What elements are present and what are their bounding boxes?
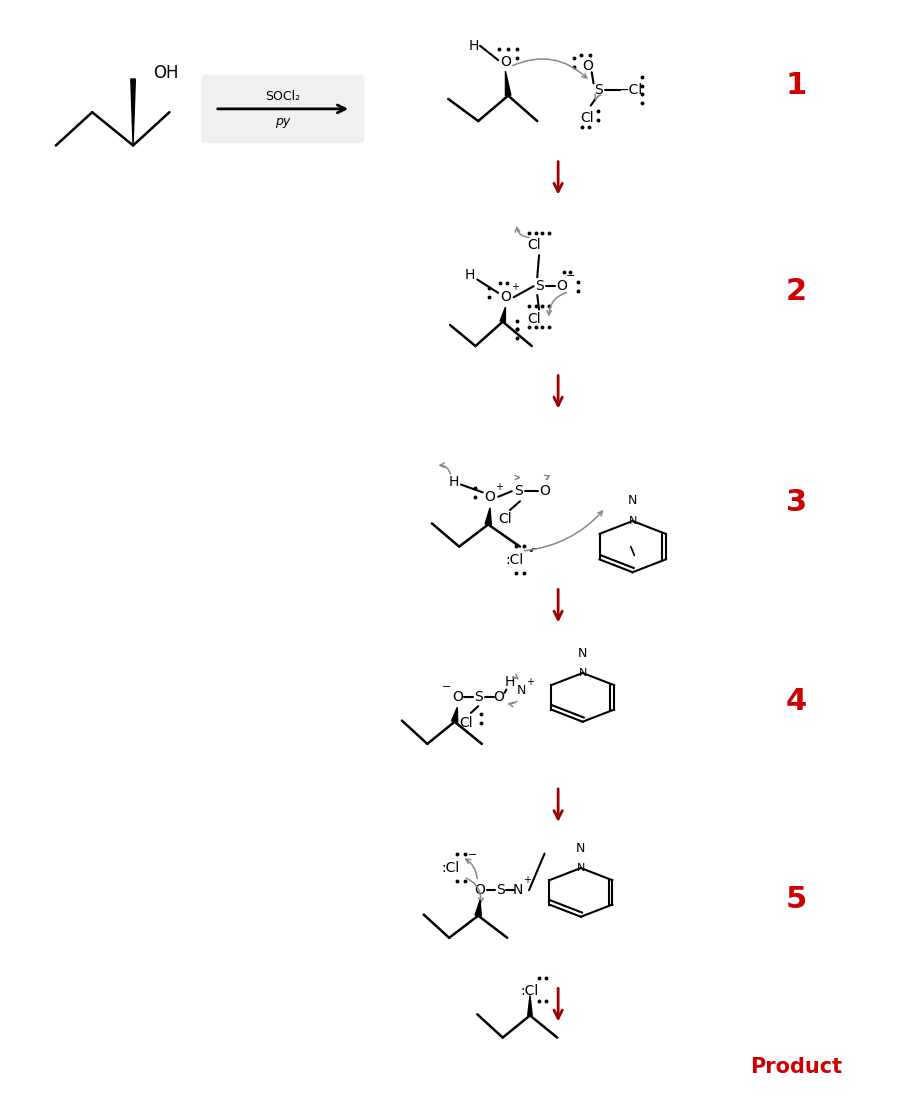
Text: H: H (505, 674, 516, 689)
Text: py: py (275, 116, 291, 128)
Text: 2: 2 (785, 278, 806, 307)
Text: −: − (566, 271, 576, 281)
Text: Cl: Cl (580, 111, 594, 124)
Polygon shape (131, 79, 136, 146)
Text: 3: 3 (785, 488, 806, 517)
Text: :Cl: :Cl (441, 861, 459, 875)
Text: O: O (500, 56, 511, 69)
Text: O: O (500, 290, 511, 304)
Text: N: N (576, 841, 586, 854)
Text: N: N (578, 668, 587, 678)
Text: Cl: Cl (498, 512, 512, 526)
Text: H: H (468, 39, 479, 52)
Text: N: N (513, 883, 523, 898)
Text: 4: 4 (785, 688, 807, 717)
Text: −: − (442, 682, 451, 692)
Polygon shape (527, 995, 532, 1015)
Polygon shape (475, 900, 481, 917)
Text: S: S (496, 883, 505, 898)
Text: O: O (557, 279, 568, 293)
Text: O: O (452, 690, 463, 704)
Text: :Cl: :Cl (521, 984, 539, 998)
Text: OH: OH (153, 64, 179, 82)
Text: N: N (628, 493, 638, 507)
FancyBboxPatch shape (201, 74, 364, 143)
Text: S: S (514, 484, 523, 498)
Text: N: N (517, 684, 527, 698)
Text: Cl: Cl (527, 312, 541, 327)
Text: N: N (629, 516, 637, 526)
Text: O: O (582, 59, 593, 72)
Text: Cl: Cl (459, 715, 473, 730)
Text: H: H (448, 476, 459, 489)
Text: +: + (495, 482, 503, 492)
Text: O: O (494, 690, 505, 704)
Text: −: − (468, 850, 477, 860)
Text: :Cl: :Cl (506, 553, 524, 567)
Text: +: + (523, 875, 531, 885)
Text: 1: 1 (785, 71, 807, 100)
Polygon shape (452, 708, 457, 722)
Text: −: − (531, 544, 539, 554)
Text: S: S (536, 279, 545, 293)
Text: S: S (474, 690, 483, 704)
Text: −Cl: −Cl (618, 83, 642, 97)
Text: N: N (578, 647, 588, 660)
Polygon shape (485, 508, 491, 526)
Polygon shape (506, 71, 511, 96)
Text: Cl: Cl (527, 238, 541, 252)
Text: +: + (526, 677, 534, 687)
Text: H: H (465, 268, 476, 282)
Text: 5: 5 (785, 884, 807, 913)
Text: Product: Product (750, 1058, 842, 1078)
Text: S: S (595, 83, 603, 97)
Text: +: + (510, 282, 518, 292)
Text: O: O (475, 883, 486, 898)
Text: N: N (577, 863, 585, 873)
Text: •: • (527, 547, 534, 557)
Text: SOCl₂: SOCl₂ (265, 90, 301, 102)
Polygon shape (500, 308, 506, 322)
Text: O: O (539, 484, 550, 498)
Text: O: O (485, 490, 496, 503)
